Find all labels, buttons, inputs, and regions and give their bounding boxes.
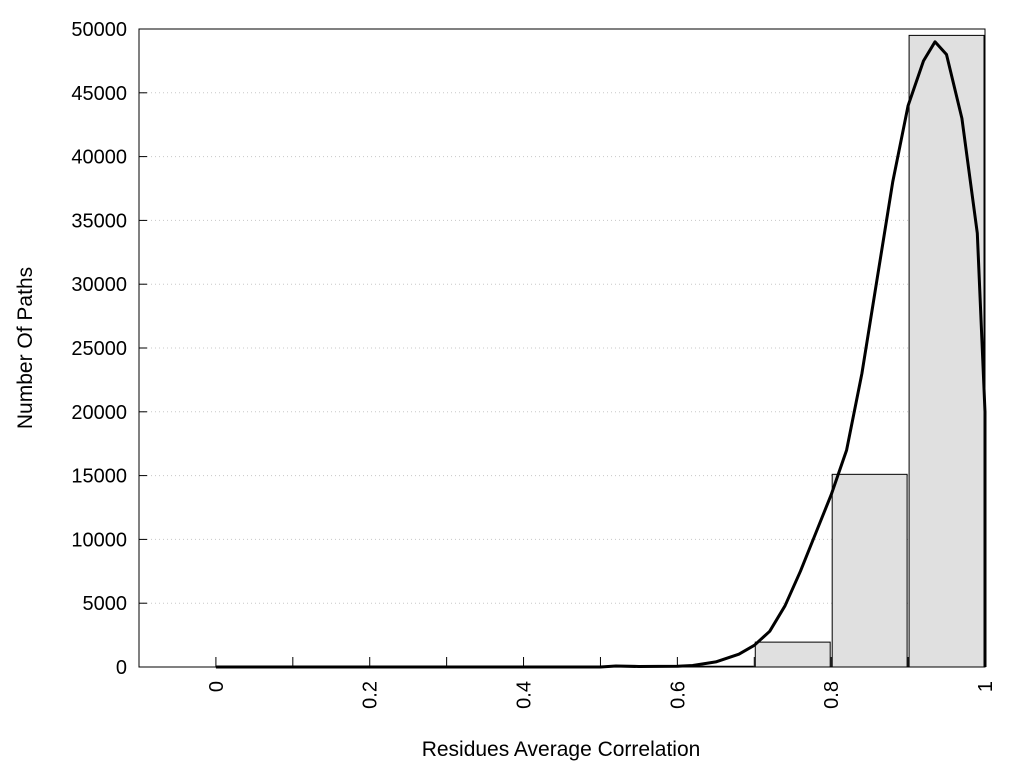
fit-curve bbox=[215, 40, 987, 669]
y-tick-label: 50000 bbox=[71, 19, 127, 41]
y-tick-label: 15000 bbox=[71, 466, 127, 488]
y-axis-ticks: 0 5000 10000 15000 20000 25000 30000 35000 40000… bbox=[71, 19, 147, 679]
y-tick-label: 5000 bbox=[83, 593, 128, 615]
histogram-bars bbox=[677, 34, 985, 668]
y-tick-label: 30000 bbox=[71, 274, 127, 296]
y-tick-label: 35000 bbox=[71, 210, 127, 232]
x-tick-label: 1 bbox=[975, 681, 997, 692]
histogram-bar bbox=[908, 34, 985, 668]
y-tick-label: 0 bbox=[116, 657, 127, 679]
y-tick-label: 25000 bbox=[71, 338, 127, 360]
y-tick-label: 10000 bbox=[71, 529, 127, 551]
x-axis-ticks: 0 0.2 0.4 0.6 0.8 1 bbox=[206, 657, 997, 709]
y-tick-label: 45000 bbox=[71, 83, 127, 105]
x-tick-label: 0.2 bbox=[360, 681, 382, 709]
y-axis-label: Number Of Paths bbox=[14, 267, 37, 429]
histogram-bar bbox=[754, 641, 831, 668]
x-tick-label: 0.4 bbox=[514, 681, 536, 709]
x-tick-label: 0.6 bbox=[667, 681, 689, 709]
fit-curve-line bbox=[215, 40, 987, 669]
y-tick-label: 20000 bbox=[71, 402, 127, 424]
x-tick-label: 0 bbox=[206, 681, 228, 692]
y-tick-label: 40000 bbox=[71, 147, 127, 169]
histogram-bar bbox=[831, 473, 908, 668]
x-axis-label: Residues Average Correlation bbox=[422, 738, 701, 761]
x-tick-label: 0.8 bbox=[821, 681, 843, 709]
